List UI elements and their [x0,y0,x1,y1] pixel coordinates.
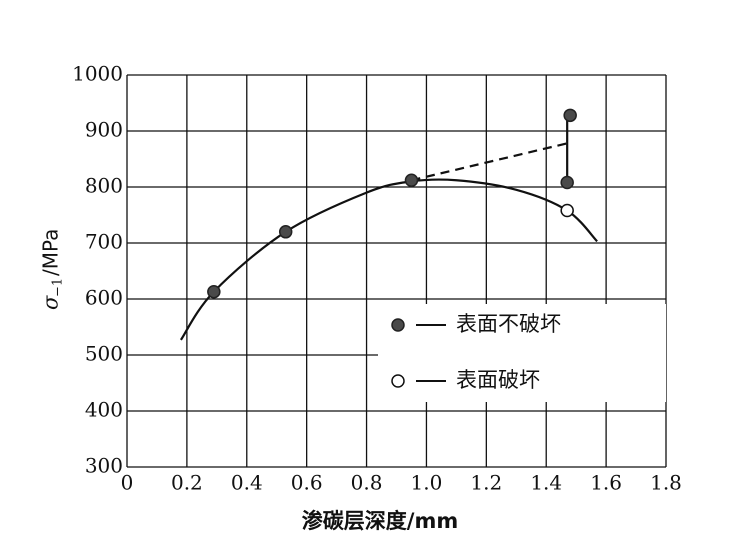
y-tick-label: 900 [85,118,123,142]
legend-marker [391,318,405,332]
data-point [278,225,293,239]
x-tick-label: 0.4 [231,471,263,495]
data-point [207,284,221,299]
y-tick-label: 700 [85,230,123,254]
y-label-unit: /MPa [39,229,63,276]
legend-marker [391,374,405,388]
data-point [404,173,419,188]
x-tick-label: 0.6 [291,471,323,495]
legend-box [378,304,666,402]
data-point [560,203,574,218]
curve [411,142,568,182]
x-tick-label: 1.4 [530,471,562,495]
y-tick-label: 600 [85,286,123,310]
x-tick-label: 0.8 [351,471,383,495]
y-label-subscript: −1 [51,278,66,297]
data-point [563,108,577,123]
legend-label: 表面破坏 [456,368,540,392]
y-tick-label: 400 [85,398,123,422]
y-tick-label: 1000 [72,62,123,86]
data-point [560,175,574,190]
x-tick-label: 1.2 [470,471,502,495]
x-tick-label: 1.0 [411,471,443,495]
x-tick-label: 1.6 [590,471,622,495]
x-tick-label: 0 [121,471,134,495]
x-tick-label: 0.2 [171,471,203,495]
legend-label: 表面不破坏 [456,312,561,336]
y-tick-label: 300 [85,454,123,478]
y-axis-label: σ −1 /MPa [39,229,66,310]
x-axis-label: 渗碳层深度/mm [302,509,458,533]
y-label-symbol: σ [39,295,63,310]
y-tick-label: 500 [85,342,123,366]
x-tick-label: 1.8 [650,471,682,495]
y-tick-label: 800 [85,174,123,198]
